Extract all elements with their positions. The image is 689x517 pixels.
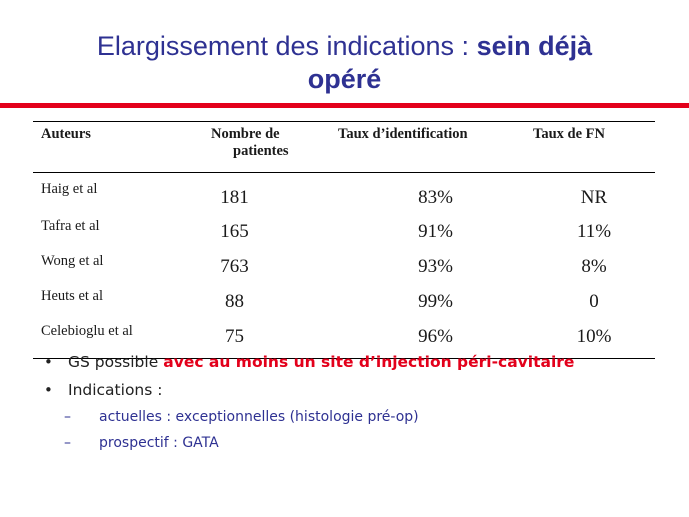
cell-fn-rate: 11% <box>576 220 612 242</box>
title-part2: sein déjà <box>476 31 593 61</box>
cell-id-rate: 99% <box>418 290 453 312</box>
cell-fn-rate: NR <box>580 186 608 208</box>
slide-title: Elargissement des indications : sein déj… <box>0 30 689 96</box>
header-authors: Auteurs <box>33 121 211 173</box>
sub-bullet-prospectif: – prospectif : GATA <box>44 430 664 456</box>
cell-patients: 88 <box>225 290 244 312</box>
bullet-gs-text: GS possible <box>68 353 159 371</box>
bullet-item-gs: • GS possible avec au moins un site d’in… <box>44 348 664 376</box>
cell-author: Tafra et al <box>41 218 100 234</box>
bullet-list: • GS possible avec au moins un site d’in… <box>44 348 664 456</box>
sub-bullet-actuelles-text: actuelles : exceptionnelles (histologie … <box>99 409 419 425</box>
cell-fn-rate: 10% <box>533 319 655 359</box>
cell-id-rate: 93% <box>418 255 453 277</box>
cell-id-rate: 83% <box>418 186 453 208</box>
bullet-dot-icon: • <box>44 353 53 371</box>
cell-patients: 75 <box>211 319 338 359</box>
header-patients: Nombre de patientes <box>211 121 338 173</box>
table-row: Tafra et al 165 91% 11% <box>33 214 655 249</box>
header-fn: Taux de FN <box>533 121 655 173</box>
bullet-gs-highlight: avec au moins un site d’injection péri-c… <box>163 353 575 371</box>
table-row: Celebioglu et al 75 96% 10% <box>33 319 655 359</box>
dash-icon: – <box>64 409 71 425</box>
cell-fn-rate: 0 <box>589 290 599 312</box>
header-patients-line2: patientes <box>233 143 289 159</box>
cell-author: Haig et al <box>41 181 98 197</box>
title-part1: Elargissement des indications : <box>96 31 477 61</box>
header-identification: Taux d’identification <box>338 121 533 173</box>
cell-author: Wong et al <box>41 253 104 269</box>
table-row: Heuts et al 88 99% 0 <box>33 284 655 319</box>
cell-id-rate: 91% <box>418 220 453 242</box>
cell-patients: 763 <box>220 255 249 277</box>
sub-bullet-actuelles: – actuelles : exceptionnelles (histologi… <box>44 404 664 430</box>
dash-icon: – <box>64 435 71 451</box>
cell-patients: 165 <box>220 220 249 242</box>
sub-bullet-prospectif-text: prospectif : GATA <box>99 435 219 451</box>
header-patients-line1: Nombre de <box>211 126 280 142</box>
cell-id-rate: 96% <box>338 319 533 359</box>
results-table: Auteurs Nombre de patientes Taux d’ident… <box>33 121 655 359</box>
bullet-item-indications: • Indications : <box>44 376 664 404</box>
cell-author: Heuts et al <box>41 288 104 304</box>
table-row: Haig et al 181 83% NR <box>33 173 655 215</box>
bullet-indications-text: Indications : <box>68 381 163 399</box>
table-header-row: Auteurs Nombre de patientes Taux d’ident… <box>33 121 655 173</box>
table-row: Wong et al 763 93% 8% <box>33 249 655 284</box>
cell-author: Celebioglu et al <box>33 319 211 359</box>
title-line2: opéré <box>307 64 382 94</box>
cell-patients: 181 <box>220 186 249 208</box>
bullet-dot-icon: • <box>44 381 53 399</box>
title-divider <box>0 103 689 108</box>
cell-fn-rate: 8% <box>581 255 607 277</box>
